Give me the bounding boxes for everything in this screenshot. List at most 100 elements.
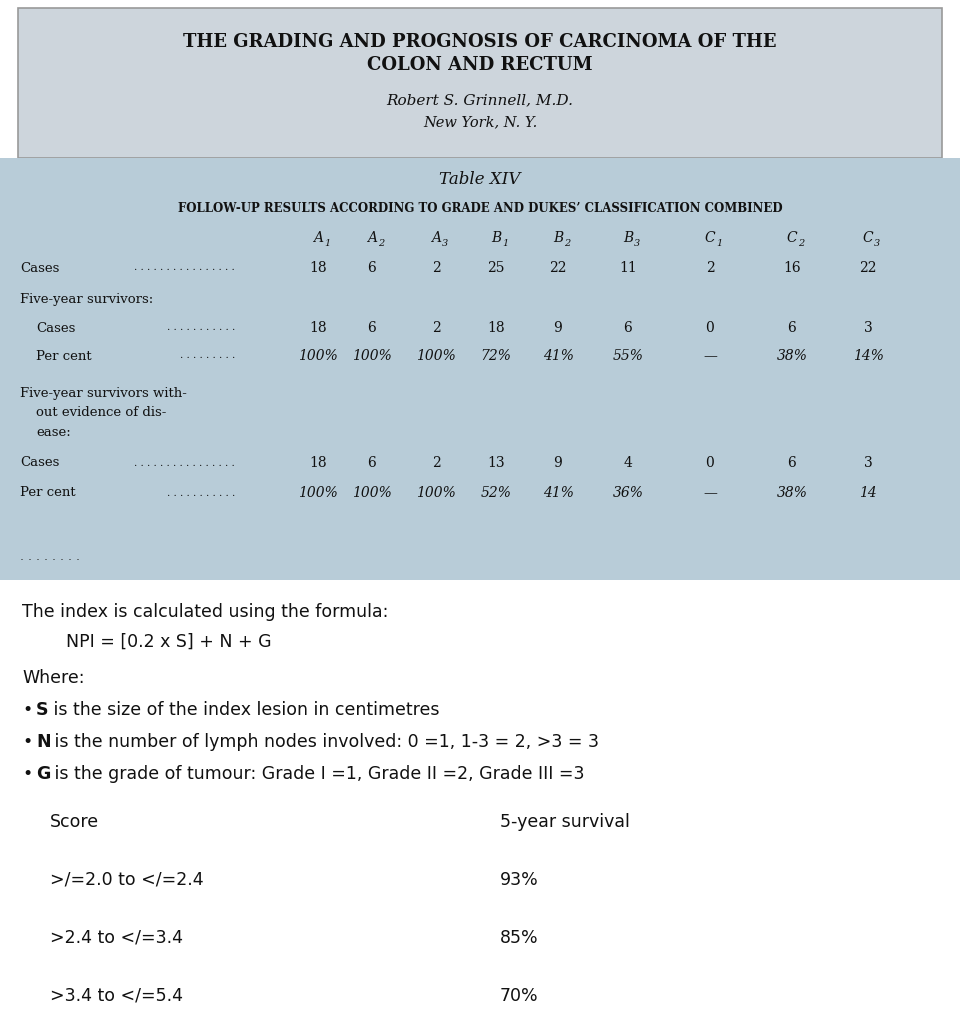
- Text: 18: 18: [309, 321, 326, 335]
- Text: 1: 1: [716, 238, 722, 247]
- Text: G: G: [36, 765, 50, 783]
- Text: A: A: [431, 231, 441, 245]
- Text: is the grade of tumour: Grade I =1, Grade II =2, Grade III =3: is the grade of tumour: Grade I =1, Grad…: [49, 765, 585, 783]
- FancyBboxPatch shape: [18, 8, 942, 158]
- Text: 100%: 100%: [299, 349, 338, 363]
- Text: 14: 14: [859, 486, 876, 500]
- Text: 11: 11: [619, 261, 636, 275]
- Text: 38%: 38%: [777, 349, 807, 363]
- Text: 22: 22: [549, 261, 566, 275]
- Text: Table XIV: Table XIV: [440, 172, 520, 188]
- Text: 2: 2: [798, 238, 804, 247]
- Text: THE GRADING AND PROGNOSIS OF CARCINOMA OF THE: THE GRADING AND PROGNOSIS OF CARCINOMA O…: [183, 33, 777, 51]
- Text: . . . . . . . .: . . . . . . . .: [20, 550, 80, 562]
- Text: B: B: [491, 231, 501, 245]
- Text: B: B: [553, 231, 564, 245]
- Text: 100%: 100%: [416, 349, 456, 363]
- Text: 2: 2: [706, 261, 714, 275]
- Text: 4: 4: [624, 456, 633, 470]
- Text: 100%: 100%: [416, 486, 456, 500]
- Text: 6: 6: [368, 261, 376, 275]
- Text: 36%: 36%: [612, 486, 643, 500]
- Text: 18: 18: [309, 261, 326, 275]
- Text: out evidence of dis-: out evidence of dis-: [36, 407, 166, 419]
- Text: B: B: [623, 231, 634, 245]
- Text: . . . . . . . . . . .: . . . . . . . . . . .: [167, 489, 235, 498]
- Text: Where:: Where:: [22, 669, 84, 687]
- Text: 41%: 41%: [542, 349, 573, 363]
- Text: 70%: 70%: [500, 987, 539, 1005]
- Text: 0: 0: [706, 456, 714, 470]
- Text: 18: 18: [309, 456, 326, 470]
- Text: 41%: 41%: [542, 486, 573, 500]
- Text: Five-year survivors with-: Five-year survivors with-: [20, 386, 187, 400]
- Text: 13: 13: [487, 456, 505, 470]
- Text: A: A: [367, 231, 377, 245]
- Text: 6: 6: [624, 321, 633, 335]
- Text: COLON AND RECTUM: COLON AND RECTUM: [367, 56, 593, 73]
- Text: 6: 6: [787, 456, 797, 470]
- Text: C: C: [705, 231, 715, 245]
- Text: 22: 22: [859, 261, 876, 275]
- Text: —: —: [703, 349, 717, 363]
- Text: NPI = [0.2 x S] + N + G: NPI = [0.2 x S] + N + G: [22, 633, 272, 651]
- Text: Cases: Cases: [20, 262, 60, 274]
- Text: N: N: [36, 733, 51, 751]
- Text: New York, N. Y.: New York, N. Y.: [422, 115, 538, 129]
- Text: 2: 2: [432, 321, 441, 335]
- Text: 55%: 55%: [612, 349, 643, 363]
- Text: . . . . . . . . .: . . . . . . . . .: [180, 352, 235, 360]
- Text: Five-year survivors:: Five-year survivors:: [20, 294, 154, 306]
- Text: 72%: 72%: [481, 349, 512, 363]
- Text: 9: 9: [554, 456, 563, 470]
- Text: 2: 2: [432, 456, 441, 470]
- Text: is the number of lymph nodes involved: 0 =1, 1-3 = 2, >3 = 3: is the number of lymph nodes involved: 0…: [49, 733, 599, 751]
- Text: >/=2.0 to </=2.4: >/=2.0 to </=2.4: [50, 871, 204, 889]
- Text: The index is calculated using the formula:: The index is calculated using the formul…: [22, 603, 389, 621]
- Text: 25: 25: [488, 261, 505, 275]
- Text: 9: 9: [554, 321, 563, 335]
- Text: C: C: [786, 231, 798, 245]
- Text: 3: 3: [442, 238, 448, 247]
- Text: 85%: 85%: [500, 929, 539, 947]
- Text: C: C: [863, 231, 874, 245]
- Text: 2: 2: [564, 238, 570, 247]
- Text: 1: 1: [502, 238, 508, 247]
- Text: •: •: [22, 765, 33, 783]
- Text: •: •: [22, 701, 33, 719]
- Text: FOLLOW-UP RESULTS ACCORDING TO GRADE AND DUKES’ CLASSIFICATION COMBINED: FOLLOW-UP RESULTS ACCORDING TO GRADE AND…: [178, 202, 782, 214]
- Text: >2.4 to </=3.4: >2.4 to </=3.4: [50, 929, 183, 947]
- Text: 100%: 100%: [299, 486, 338, 500]
- Text: 2: 2: [378, 238, 384, 247]
- Text: Cases: Cases: [36, 322, 76, 334]
- Text: 1: 1: [324, 238, 330, 247]
- Text: 3: 3: [634, 238, 640, 247]
- FancyBboxPatch shape: [0, 158, 960, 580]
- Text: 100%: 100%: [352, 486, 392, 500]
- Text: 93%: 93%: [500, 871, 539, 889]
- Text: 16: 16: [783, 261, 801, 275]
- Text: S: S: [36, 701, 49, 719]
- Text: 0: 0: [706, 321, 714, 335]
- Text: 3: 3: [874, 238, 880, 247]
- Text: is the size of the index lesion in centimetres: is the size of the index lesion in centi…: [48, 701, 440, 719]
- Text: Per cent: Per cent: [20, 486, 76, 500]
- Text: 3: 3: [864, 456, 873, 470]
- Text: . . . . . . . . . . . . . . . .: . . . . . . . . . . . . . . . .: [134, 264, 235, 272]
- Text: Score: Score: [50, 814, 99, 831]
- Text: 14%: 14%: [852, 349, 883, 363]
- Text: 38%: 38%: [777, 486, 807, 500]
- Text: •: •: [22, 733, 33, 751]
- Text: A: A: [313, 231, 323, 245]
- FancyBboxPatch shape: [0, 580, 960, 1035]
- Text: 2: 2: [432, 261, 441, 275]
- Text: ease:: ease:: [36, 426, 71, 440]
- Text: 3: 3: [864, 321, 873, 335]
- Text: 6: 6: [368, 456, 376, 470]
- Text: 6: 6: [787, 321, 797, 335]
- Text: >3.4 to </=5.4: >3.4 to </=5.4: [50, 987, 183, 1005]
- Text: 6: 6: [368, 321, 376, 335]
- Text: Per cent: Per cent: [36, 350, 91, 362]
- Text: 52%: 52%: [481, 486, 512, 500]
- Text: 5-year survival: 5-year survival: [500, 814, 630, 831]
